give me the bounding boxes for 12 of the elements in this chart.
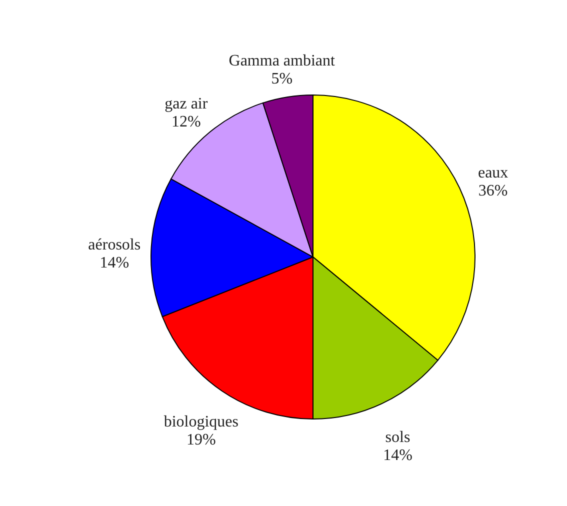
slice-label: gaz air xyxy=(164,96,208,113)
data-label: 12% xyxy=(171,114,201,131)
data-label: 5% xyxy=(271,70,293,88)
slice-label: eaux xyxy=(478,164,508,182)
slice-label: Gamma ambiant xyxy=(228,52,336,70)
slice-label: aérosols xyxy=(88,236,141,254)
data-label: 14% xyxy=(383,447,412,464)
slice-label: biologiques xyxy=(164,414,238,431)
data-label: 14% xyxy=(100,254,130,272)
data-label: 19% xyxy=(186,432,216,449)
slice-label: sols xyxy=(385,429,410,446)
data-label: 36% xyxy=(478,182,508,200)
